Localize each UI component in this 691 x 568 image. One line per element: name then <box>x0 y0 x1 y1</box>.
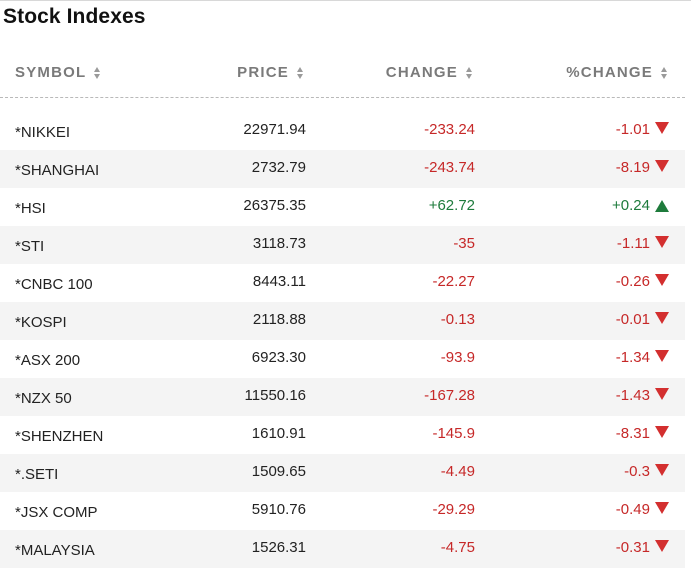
price-value: 2732.79 <box>251 159 306 176</box>
pct-change-value: +0.24 <box>612 197 650 214</box>
pct-change-value: -0.31 <box>615 539 650 556</box>
change-value: -29.29 <box>432 501 475 518</box>
down-arrow-icon <box>655 274 669 286</box>
pct-change-value: -1.34 <box>615 349 650 366</box>
column-header-symbol: SYMBOL <box>15 64 87 81</box>
table-row[interactable]: *NIKKEI 22971.94 -233.24 -1.01 <box>0 112 685 150</box>
column-header-price: PRICE <box>237 64 289 81</box>
price-value: 1610.91 <box>251 425 306 442</box>
pct-change-value: -1.01 <box>615 121 650 138</box>
down-arrow-icon <box>655 312 669 324</box>
pct-change-value: -0.01 <box>615 311 650 328</box>
symbol-link[interactable]: *NIKKEI <box>15 124 71 141</box>
change-value: -167.28 <box>424 387 475 404</box>
sort-arrows-icon <box>297 66 303 79</box>
symbol-link[interactable]: *JSX COMP <box>15 504 98 521</box>
sort-pct-change-button[interactable]: %CHANGE <box>566 64 667 81</box>
change-value: -145.9 <box>432 425 475 442</box>
change-value: -233.24 <box>424 121 475 138</box>
symbol-link[interactable]: *SHANGHAI <box>15 162 100 179</box>
change-value: -0.13 <box>440 311 475 328</box>
price-value: 1509.65 <box>251 463 306 480</box>
change-value: -35 <box>453 235 475 252</box>
price-value: 6923.30 <box>251 349 306 366</box>
pct-change-value: -8.19 <box>615 159 650 176</box>
price-value: 11550.16 <box>244 387 306 404</box>
table-row[interactable]: *HSI 26375.35 +62.72 +0.24 <box>0 188 685 226</box>
sort-arrows-icon <box>466 66 472 79</box>
change-value: -4.49 <box>440 463 475 480</box>
down-arrow-icon <box>655 122 669 134</box>
table-body: *NIKKEI 22971.94 -233.24 -1.01 *SHANGHAI 2732… <box>0 112 685 568</box>
change-value: -93.9 <box>440 349 475 366</box>
column-header-pct-change: %CHANGE <box>566 64 653 81</box>
table-row[interactable]: *CNBC 100 8443.11 -22.27 -0.26 <box>0 264 685 302</box>
table-row[interactable]: *ASX 200 6923.30 -93.9 -1.34 <box>0 340 685 378</box>
down-arrow-icon <box>655 426 669 438</box>
sort-arrows-icon <box>94 66 101 79</box>
down-arrow-icon <box>655 388 669 400</box>
table-row[interactable]: *SHENZHEN 1610.91 -145.9 -8.31 <box>0 416 685 454</box>
down-arrow-icon <box>655 236 669 248</box>
symbol-link[interactable]: *ASX 200 <box>15 352 81 369</box>
symbol-link[interactable]: *KOSPI <box>15 314 67 331</box>
symbol-link[interactable]: *NZX 50 <box>15 390 72 407</box>
symbol-link[interactable]: *STI <box>15 238 45 255</box>
header-divider <box>0 97 685 98</box>
table-row[interactable]: *NZX 50 11550.16 -167.28 -1.43 <box>0 378 685 416</box>
pct-change-value: -1.43 <box>615 387 650 404</box>
pct-change-value: -8.31 <box>615 425 650 442</box>
price-value: 26375.35 <box>243 197 306 214</box>
table-row[interactable]: *.SETI 1509.65 -4.49 -0.3 <box>0 454 685 492</box>
page-title: Stock Indexes <box>3 5 146 28</box>
column-header-change: CHANGE <box>385 64 458 81</box>
change-value: -22.27 <box>432 273 475 290</box>
symbol-link[interactable]: *.SETI <box>15 466 59 483</box>
down-arrow-icon <box>655 540 669 552</box>
top-divider <box>0 0 691 1</box>
change-value: -243.74 <box>424 159 475 176</box>
pct-change-value: -0.26 <box>615 273 650 290</box>
pct-change-value: -0.3 <box>624 463 650 480</box>
change-value: -4.75 <box>440 539 475 556</box>
price-value: 2118.88 <box>252 311 306 328</box>
symbol-link[interactable]: *MALAYSIA <box>15 542 95 559</box>
down-arrow-icon <box>655 464 669 476</box>
table-row[interactable]: *MALAYSIA 1526.31 -4.75 -0.31 <box>0 530 685 568</box>
sort-price-button[interactable]: PRICE <box>237 64 303 81</box>
table-row[interactable]: *SHANGHAI 2732.79 -243.74 -8.19 <box>0 150 685 188</box>
price-value: 8443.11 <box>252 273 306 290</box>
pct-change-value: -1.11 <box>616 235 650 252</box>
down-arrow-icon <box>655 160 669 172</box>
down-arrow-icon <box>655 350 669 362</box>
price-value: 5910.76 <box>251 501 306 518</box>
table-header: SYMBOL PRICE CHANGE %CHANGE <box>0 64 685 86</box>
price-value: 3118.73 <box>252 235 306 252</box>
table-row[interactable]: *JSX COMP 5910.76 -29.29 -0.49 <box>0 492 685 530</box>
price-value: 22971.94 <box>243 121 306 138</box>
symbol-link[interactable]: *CNBC 100 <box>15 276 93 293</box>
sort-change-button[interactable]: CHANGE <box>386 64 472 81</box>
symbol-link[interactable]: *SHENZHEN <box>15 428 104 445</box>
down-arrow-icon <box>655 502 669 514</box>
price-value: 1526.31 <box>251 539 306 556</box>
symbol-link[interactable]: *HSI <box>15 200 46 217</box>
change-value: +62.72 <box>428 197 475 214</box>
sort-arrows-icon <box>661 66 667 79</box>
sort-symbol-button[interactable]: SYMBOL <box>15 64 101 81</box>
table-row[interactable]: *STI 3118.73 -35 -1.11 <box>0 226 685 264</box>
table-row[interactable]: *KOSPI 2118.88 -0.13 -0.01 <box>0 302 685 340</box>
up-arrow-icon <box>655 200 669 212</box>
pct-change-value: -0.49 <box>615 501 650 518</box>
